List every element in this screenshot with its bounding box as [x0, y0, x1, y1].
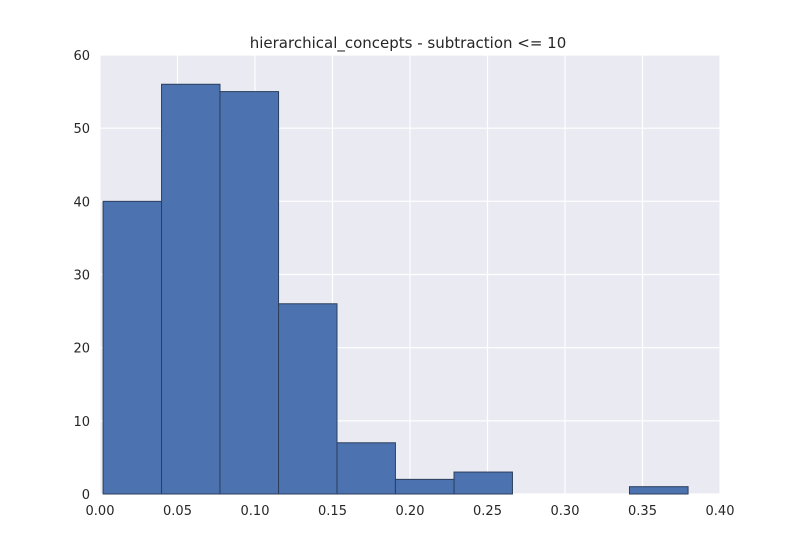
- y-tick-label: 40: [73, 195, 90, 210]
- histogram-bar: [336, 442, 396, 495]
- histogram-bar: [394, 478, 455, 495]
- x-tick-label: 0.10: [241, 504, 270, 519]
- histogram-bar: [278, 303, 338, 495]
- histogram-bars: [102, 83, 689, 495]
- x-tick-label: 0.15: [318, 504, 347, 519]
- chart-title: hierarchical_concepts - subtraction <= 1…: [250, 34, 567, 53]
- y-tick-label: 20: [73, 342, 90, 357]
- y-axis-ticks: 0 10 20 30 40 50 60: [73, 49, 90, 503]
- y-tick-label: 0: [82, 488, 90, 503]
- x-tick-label: 0.00: [86, 504, 115, 519]
- histogram-bar: [102, 200, 163, 495]
- x-tick-label: 0.30: [551, 504, 580, 519]
- histogram-bar: [161, 83, 221, 495]
- x-tick-label: 0.25: [473, 504, 502, 519]
- y-tick-label: 10: [73, 415, 90, 430]
- histogram-bar: [219, 91, 280, 495]
- x-tick-label: 0.40: [706, 504, 735, 519]
- x-tick-label: 0.05: [163, 504, 192, 519]
- histogram-bar: [453, 471, 513, 495]
- x-tick-label: 0.35: [628, 504, 657, 519]
- y-tick-label: 50: [73, 122, 90, 137]
- histogram-bar: [628, 486, 689, 495]
- x-tick-label: 0.20: [396, 504, 425, 519]
- x-axis-ticks: 0.00 0.05 0.10 0.15 0.20 0.25 0.30 0.35 0.40: [86, 504, 735, 519]
- y-tick-label: 60: [73, 49, 90, 64]
- y-tick-label: 30: [73, 269, 90, 284]
